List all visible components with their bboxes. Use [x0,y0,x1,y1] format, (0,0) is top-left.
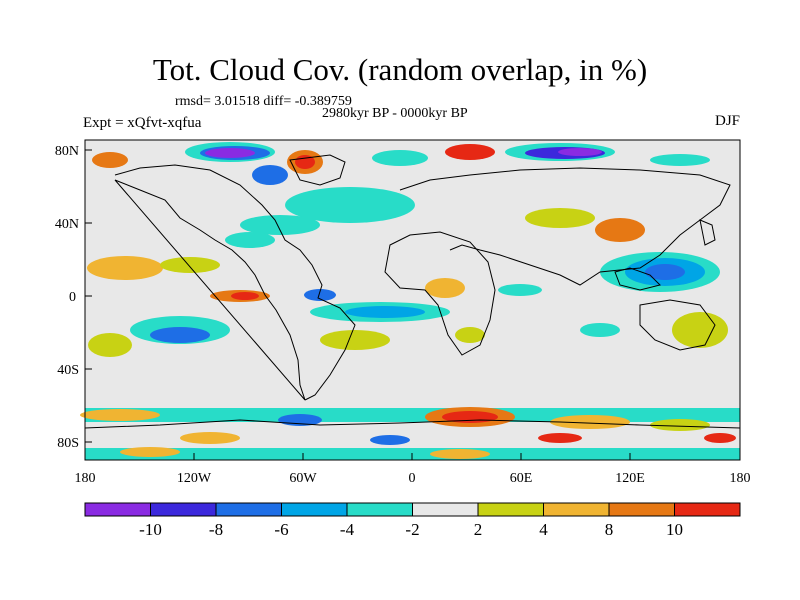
lat-label-0: 0 [69,290,76,305]
axis-ticks [84,149,741,460]
colorbar-swatch [84,502,151,517]
period-label: 2980kyr BP - 0000kyr BP [322,106,468,121]
lon-label-60w: 60W [289,471,317,486]
colorbar-label: -6 [274,520,288,539]
coastlines [84,154,741,429]
colorbar-swatch [412,502,479,517]
colorbar-label: 10 [666,520,683,539]
colorbar-swatch [346,502,413,517]
colorbar-swatch [543,502,610,517]
lon-label-180w: 180 [75,471,96,486]
anomaly-fields [80,142,740,460]
colorbar-swatch [477,502,544,517]
experiment-label: Expt = xQfvt-xqfua [83,115,202,131]
lon-label-60e: 60E [510,471,533,486]
lat-label-40n: 40N [55,217,79,232]
lat-label-80s: 80S [57,436,79,451]
plot-area [80,139,741,461]
season-label: DJF [714,113,740,129]
latitude-labels: 80N 40N 0 40S 80S [55,144,79,451]
colorbar-swatch [215,502,282,517]
colorbar-label: -8 [209,520,223,539]
lon-label-0: 0 [409,471,416,486]
lon-label-180e: 180 [730,471,751,486]
colorbar: -10 -8 -6 -4 -2 2 4 8 10 [84,502,741,539]
colorbar-label: -4 [340,520,355,539]
longitude-labels: 180 120W 60W 0 60E 120E 180 [75,471,751,486]
stats-line: rmsd= 3.01518 diff= -0.389759 [175,94,352,109]
colorbar-label: -10 [139,520,162,539]
colorbar-label: -2 [405,520,419,539]
lat-label-80n: 80N [55,144,79,159]
lon-label-120e: 120E [615,471,645,486]
colorbar-swatch [674,502,741,517]
lat-label-40s: 40S [57,363,79,378]
lon-label-120w: 120W [177,471,212,486]
colorbar-label: 2 [474,520,483,539]
colorbar-label: 8 [605,520,614,539]
chart-title: Tot. Cloud Cov. (random overlap, in %) [152,52,648,87]
colorbar-swatch [150,502,217,517]
colorbar-swatch [608,502,675,517]
colorbar-swatch [281,502,348,517]
colorbar-label: 4 [539,520,548,539]
